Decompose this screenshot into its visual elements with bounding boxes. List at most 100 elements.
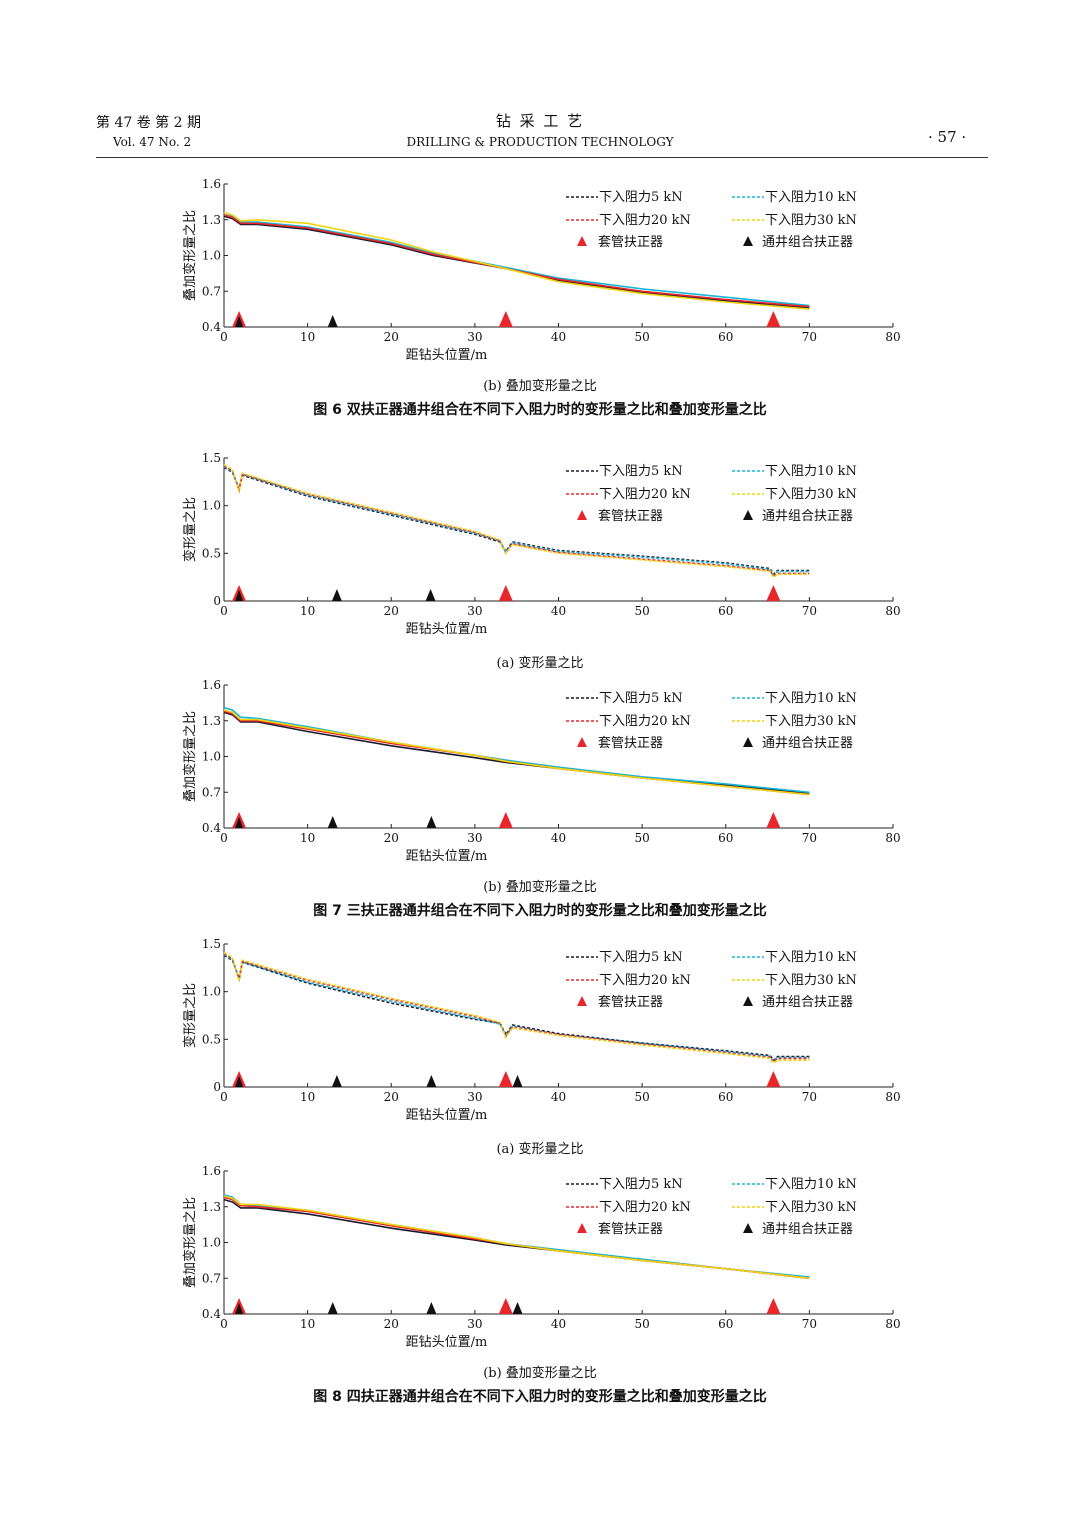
y-tick-label: 1.0: [202, 249, 221, 263]
legend-tool-marker: [743, 737, 753, 747]
series-line-1: [223, 215, 810, 309]
series-line-4: [223, 211, 810, 310]
legend-label-4: 下入阻力30 kN: [765, 973, 857, 988]
x-tick-label: 0: [220, 604, 228, 618]
tool-centralizer-marker: [331, 1075, 342, 1087]
legend-label-1: 下入阻力5 kN: [599, 691, 683, 706]
x-tick-label: 20: [384, 330, 399, 344]
series-line-3: [223, 1196, 810, 1280]
caption-fig8: 图 8 四扶正器通井组合在不同下入阻力时的变形量之比和叠加变形量之比: [313, 1389, 767, 1405]
x-tick-label: 20: [384, 1090, 399, 1104]
series-line-3: [223, 214, 810, 308]
y-tick-label: 1.0: [202, 750, 221, 764]
x-tick-label: 70: [802, 1090, 817, 1104]
legend-label-2: 下入阻力10 kN: [765, 691, 857, 706]
x-tick-label: 40: [551, 831, 566, 845]
legend-label-3: 下入阻力20 kN: [599, 213, 691, 228]
casing-centralizer-marker: [766, 311, 781, 327]
casing-centralizer-marker: [498, 585, 513, 601]
y-tick-label: 1.5: [202, 451, 221, 465]
legend-label-tool: 通井组合扶正器: [762, 509, 853, 524]
caption-fig6: 图 6 双扶正器通井组合在不同下入阻力时的变形量之比和叠加变形量之比: [313, 402, 767, 418]
x-tick-label: 10: [300, 1317, 315, 1331]
legend-casing-marker: [577, 1223, 587, 1233]
x-tick-label: 20: [384, 1317, 399, 1331]
legend-label-3: 下入阻力20 kN: [599, 487, 691, 502]
legend-label-4: 下入阻力30 kN: [765, 714, 857, 729]
y-tick-label: 0.5: [202, 1032, 221, 1046]
volume-issue-en: Vol. 47 No. 2: [113, 135, 192, 149]
chart-fig8a: 0 10 20 30 40 50 60 70 80 0 0.5 1.0 1.5 距钻头位置/m 变形量之比 下…: [182, 937, 901, 1123]
series-line-4: [223, 709, 810, 796]
legend-label-4: 下入阻力30 kN: [765, 487, 857, 502]
legend-label-1: 下入阻力5 kN: [599, 464, 683, 479]
x-tick-label: 20: [384, 604, 399, 618]
x-tick-label: 50: [634, 831, 649, 845]
legend-label-1: 下入阻力5 kN: [599, 1177, 683, 1192]
legend-label-4: 下入阻力30 kN: [765, 213, 857, 228]
tool-centralizer-marker: [327, 315, 338, 327]
chart-fig6b: 0 10 20 30 40 50 60 70 80 0.4 0.7 1.0 1.3 1.6 距钻头位置/m 叠…: [182, 177, 901, 363]
y-tick-label: 0.4: [202, 320, 221, 334]
y-tick-label: 1.0: [202, 499, 221, 513]
subcaption-fig8b: (b) 叠加变形量之比: [483, 1366, 597, 1381]
y-tick-label: 1.3: [202, 213, 221, 227]
subcaption-fig7b: (b) 叠加变形量之比: [483, 880, 597, 895]
x-tick-label: 40: [551, 330, 566, 344]
header-rule: [96, 157, 988, 158]
x-tick-label: 80: [885, 604, 900, 618]
tool-centralizer-marker: [425, 589, 436, 601]
legend-label-3: 下入阻力20 kN: [599, 714, 691, 729]
tool-centralizer-marker: [331, 589, 342, 601]
y-tick-label: 0.7: [202, 785, 221, 799]
x-tick-label: 30: [467, 604, 482, 618]
series-line-4: [223, 1195, 810, 1280]
x-tick-label: 80: [885, 831, 900, 845]
legend-label-3: 下入阻力20 kN: [599, 1200, 691, 1215]
series-line-1: [223, 466, 810, 576]
x-tick-label: 0: [220, 330, 228, 344]
x-axis-label: 距钻头位置/m: [406, 1108, 488, 1123]
y-tick-label: 0: [213, 1080, 221, 1094]
x-tick-label: 10: [300, 1090, 315, 1104]
y-axis-label: 变形量之比: [182, 497, 198, 562]
legend-label-tool: 通井组合扶正器: [762, 235, 853, 250]
y-axis-label: 变形量之比: [182, 983, 198, 1048]
subcaption-fig6b: (b) 叠加变形量之比: [483, 379, 597, 394]
series-line-1: [223, 711, 810, 795]
x-tick-label: 80: [885, 1090, 900, 1104]
x-tick-label: 0: [220, 831, 228, 845]
x-tick-label: 80: [885, 1317, 900, 1331]
x-tick-label: 60: [718, 604, 733, 618]
legend-casing-marker: [577, 236, 587, 246]
x-tick-label: 60: [718, 831, 733, 845]
series-line-3: [223, 710, 810, 796]
y-tick-label: 1.6: [202, 177, 221, 191]
legend-label-casing: 套管扶正器: [598, 735, 663, 751]
tool-centralizer-marker: [512, 1075, 523, 1087]
tool-centralizer-marker: [235, 590, 244, 601]
casing-centralizer-marker: [766, 585, 781, 601]
caption-fig7: 图 7 三扶正器通井组合在不同下入阻力时的变形量之比和叠加变形量之比: [313, 903, 767, 919]
legend-label-tool: 通井组合扶正器: [762, 995, 853, 1010]
tool-centralizer-marker: [235, 817, 244, 828]
series-line-2: [223, 211, 810, 307]
legend-label-1: 下入阻力5 kN: [599, 190, 683, 205]
x-tick-label: 50: [634, 1317, 649, 1331]
x-axis-label: 距钻头位置/m: [406, 849, 488, 864]
legend-tool-marker: [743, 996, 753, 1006]
x-axis-label: 距钻头位置/m: [406, 348, 488, 363]
x-tick-label: 10: [300, 604, 315, 618]
x-axis-label: 距钻头位置/m: [406, 622, 488, 637]
y-axis-label: 叠加变形量之比: [182, 210, 198, 301]
y-tick-label: 1.3: [202, 714, 221, 728]
y-tick-label: 0.7: [202, 1271, 221, 1285]
legend-label-tool: 通井组合扶正器: [762, 736, 853, 751]
tool-centralizer-marker: [235, 1303, 244, 1314]
volume-issue-cn: 第 47 卷 第 2 期: [96, 115, 201, 131]
series-line-2: [223, 1194, 810, 1278]
legend-tool-marker: [743, 236, 753, 246]
subcaption-fig8a: (a) 变形量之比: [496, 1142, 584, 1157]
y-tick-label: 0.7: [202, 284, 221, 298]
series-line-2: [223, 953, 810, 1063]
